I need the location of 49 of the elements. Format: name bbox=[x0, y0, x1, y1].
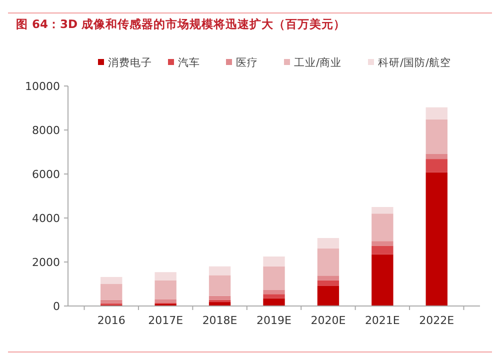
legend-label: 医疗 bbox=[236, 56, 258, 69]
bar bbox=[154, 299, 176, 303]
y-tick-label: 2000 bbox=[32, 256, 60, 269]
bar bbox=[263, 298, 285, 306]
x-tick-label: 2019E bbox=[256, 314, 292, 327]
legend-label: 汽车 bbox=[178, 56, 200, 69]
y-tick-label: 8000 bbox=[32, 124, 60, 137]
bar bbox=[426, 107, 448, 120]
y-tick-label: 10000 bbox=[25, 80, 60, 93]
x-tick-label: 2016 bbox=[97, 314, 126, 327]
bar bbox=[317, 238, 340, 248]
bar bbox=[372, 214, 394, 242]
y-tick-label: 0 bbox=[53, 300, 60, 313]
legend-label: 科研/国防/航空 bbox=[378, 56, 452, 69]
x-tick-label: 2020E bbox=[310, 314, 346, 327]
bar bbox=[426, 172, 448, 306]
bar bbox=[263, 290, 285, 294]
bar bbox=[372, 207, 394, 214]
legend-label: 工业/商业 bbox=[294, 56, 342, 69]
bar bbox=[317, 280, 340, 286]
bar bbox=[372, 246, 394, 254]
x-tick-label: 2018E bbox=[202, 314, 238, 327]
bar bbox=[317, 248, 340, 276]
bar bbox=[100, 284, 122, 300]
legend-label: 消费电子 bbox=[108, 56, 152, 69]
bar bbox=[208, 266, 231, 276]
bar bbox=[208, 300, 231, 302]
bar bbox=[426, 119, 448, 154]
bar bbox=[100, 276, 122, 284]
y-tick-label: 4000 bbox=[32, 212, 60, 225]
bar bbox=[372, 254, 394, 306]
x-tick-label: 2017E bbox=[148, 314, 184, 327]
bar bbox=[426, 154, 448, 160]
bar bbox=[317, 286, 340, 306]
x-tick-label: 2021E bbox=[364, 314, 400, 327]
y-tick-label: 6000 bbox=[32, 168, 60, 181]
bar bbox=[208, 296, 231, 300]
bar bbox=[426, 159, 448, 172]
bar bbox=[154, 280, 176, 300]
x-tick-label: 2022E bbox=[419, 314, 454, 327]
bar bbox=[263, 266, 285, 290]
bar bbox=[372, 241, 394, 246]
bar bbox=[263, 294, 285, 298]
bar bbox=[100, 300, 122, 304]
chart-title: 图 64：3D 成像和传感器的市场规模将迅速扩大（百万美元） bbox=[16, 17, 346, 31]
bar bbox=[154, 272, 176, 280]
bar bbox=[263, 256, 285, 266]
bar bbox=[208, 275, 231, 296]
bar bbox=[317, 276, 340, 280]
